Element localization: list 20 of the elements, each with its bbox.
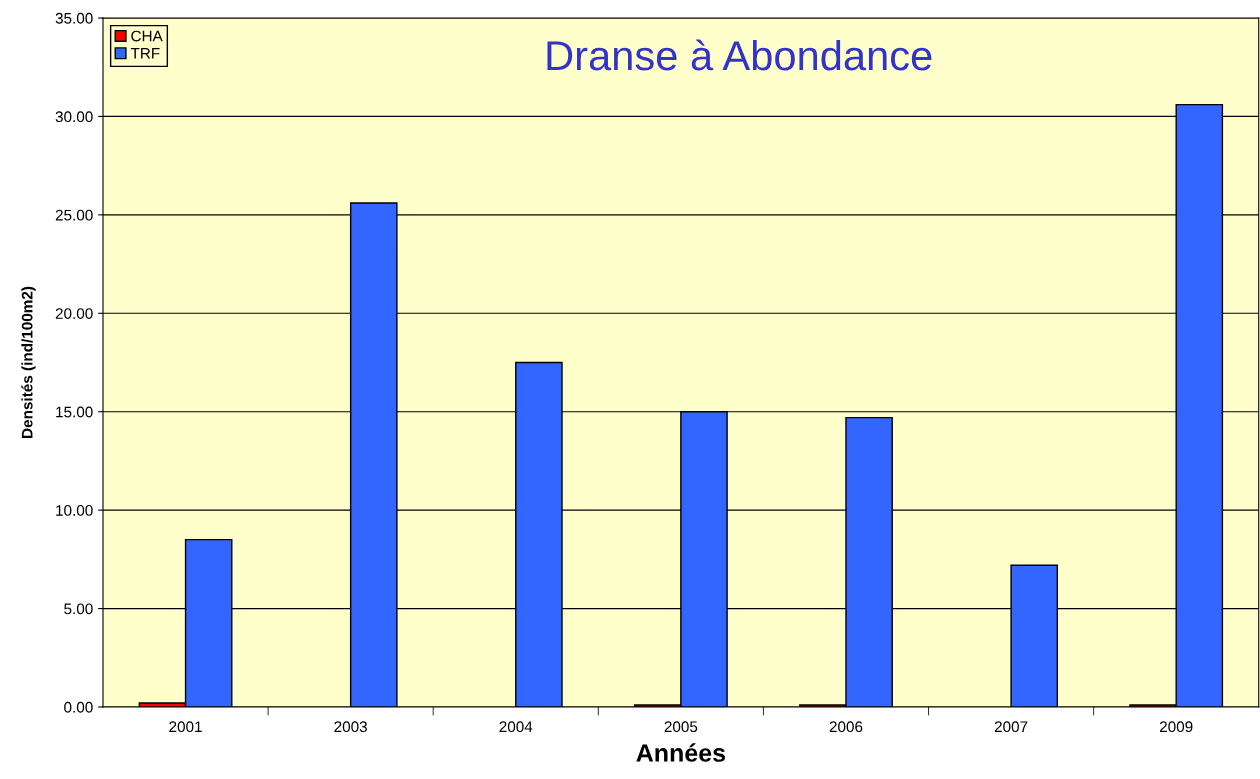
y-tick-label: 30.00	[55, 111, 93, 123]
legend-label: TRF	[130, 48, 160, 59]
x-axis-title: Années	[636, 743, 725, 762]
x-tick-label: 2003	[334, 721, 367, 733]
y-tick-label: 15.00	[56, 406, 93, 418]
x-tick-label: 2001	[169, 721, 202, 733]
x-tick-label: 2004	[499, 721, 533, 733]
y-tick-label: 0.00	[64, 701, 93, 713]
y-tick-label: 10.00	[56, 505, 93, 516]
x-tick-label: 2007	[994, 721, 1028, 733]
x-tick-label: 2009	[1159, 721, 1193, 733]
y-tick-label: 25.00	[55, 209, 93, 221]
x-tick-label: 2005	[664, 721, 698, 733]
y-tick-label: 20.00	[55, 308, 93, 319]
y-axis-title: Densités (ind/100m2)	[21, 286, 36, 438]
x-tick-label: 2006	[829, 721, 863, 733]
legend-label: CHA	[131, 30, 163, 42]
chart-title: Dranse à Abondance	[547, 39, 932, 71]
y-tick-label: 35.00	[55, 12, 93, 24]
y-tick-label: 5.00	[64, 603, 93, 615]
